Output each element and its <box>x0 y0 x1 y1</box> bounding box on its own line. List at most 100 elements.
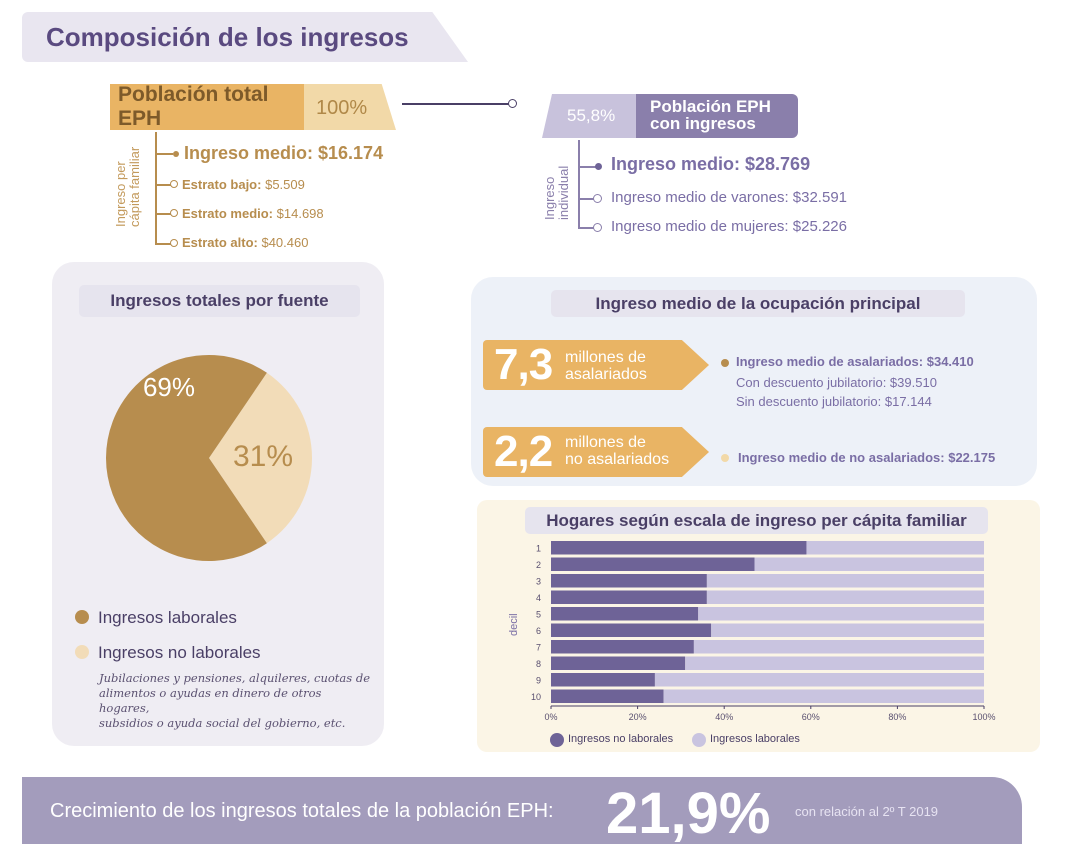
tree-branch <box>155 213 171 215</box>
con-descuento: Con descuento jubilatorio: $39.510 <box>736 375 937 390</box>
bullet-icon <box>595 163 602 170</box>
asalariados-label-1: millones de <box>565 349 646 366</box>
legend-label-no-laborales-bar: Ingresos no laborales <box>568 733 674 745</box>
bar-no-laborales <box>551 656 686 670</box>
x-tick-label: 100% <box>972 712 995 722</box>
bar-no-laborales <box>551 557 755 571</box>
hogares-title: Hogares según escala de ingreso per cápi… <box>525 507 988 534</box>
x-tick-label: 40% <box>715 712 733 722</box>
no-laborales-note: Jubilaciones y pensiones, alquileres, cu… <box>99 671 374 731</box>
bullet-icon <box>173 151 179 157</box>
estrato-medio-value: $14.698 <box>276 206 324 221</box>
note-line: Jubilaciones y pensiones, alquileres, cu… <box>99 671 371 685</box>
bar-no-laborales <box>551 541 807 555</box>
crecimiento-note: con relación al 2º T 2019 <box>795 804 939 819</box>
y-tick-label: 8 <box>536 659 541 669</box>
note-line: subsidios o ayuda social del gobierno, e… <box>99 716 346 730</box>
page-title: Composición de los ingresos <box>46 22 409 52</box>
bar-laborales <box>706 590 984 604</box>
asalariados-label-2: asalariados <box>565 366 647 383</box>
ingreso-mujeres-label: Ingreso medio de mujeres: <box>611 218 789 235</box>
no-asalariados-num: 2,2 <box>494 427 553 476</box>
no-asalariados-label-2: no asalariados <box>565 451 670 468</box>
note-line: alimentos o ayudas en dinero de otros ho… <box>99 686 322 715</box>
legend-dot-laborales-bar <box>692 733 706 747</box>
ingreso-individual-axis-label: Ingreso individual <box>542 165 571 220</box>
x-tick-label: 0% <box>544 712 557 722</box>
estrato-bajo-value: $5.509 <box>265 177 305 192</box>
ingreso-varones-label: Ingreso medio de varones: <box>611 189 789 206</box>
pie-slice-no-laborales <box>209 372 312 544</box>
ingreso-per-capita-axis-label: Ingreso per cápita familiar <box>113 146 142 227</box>
tree-branch <box>578 166 596 168</box>
bar-no-laborales <box>551 590 707 604</box>
bar-laborales <box>693 640 984 654</box>
bar-laborales <box>685 656 984 670</box>
bullet-open-icon <box>593 223 602 232</box>
bar-laborales <box>711 623 984 637</box>
estrato-alto-value: $40.460 <box>261 235 309 250</box>
bar-no-laborales <box>551 623 712 637</box>
axis-label-line-2: individual <box>556 165 571 220</box>
poblacion-total-pct: 100% <box>316 97 368 119</box>
poblacion-eph-box <box>542 94 642 138</box>
bullet-open-icon <box>170 180 178 188</box>
bar-chart-ylabel: decil <box>508 613 520 636</box>
bullet-open-icon <box>170 239 178 247</box>
bullet-icon <box>721 359 729 367</box>
estrato-medio-label: Estrato medio: <box>182 206 274 221</box>
x-tick-label: 20% <box>629 712 647 722</box>
y-tick-label: 4 <box>536 593 541 603</box>
y-tick-label: 3 <box>536 577 541 587</box>
stacked-bar-chart: 1 2 3 4 5 6 7 8 9 100% 20% 40% 60% 80% 100% <box>531 541 996 722</box>
bullet-open-icon <box>170 209 178 217</box>
connector-line <box>402 103 510 105</box>
y-tick-label: 2 <box>536 560 541 570</box>
estrato-alto-label: Estrato alto: <box>182 235 258 250</box>
poblacion-eph-label-1: Población EPH <box>650 97 771 116</box>
pie-value-label: 69% <box>143 372 195 402</box>
title-tab <box>22 12 468 62</box>
ingreso-varones-value: $32.591 <box>792 189 848 206</box>
bar-laborales <box>663 689 984 703</box>
sin-descuento: Sin descuento jubilatorio: $17.144 <box>736 394 932 409</box>
x-tick-label: 80% <box>888 712 906 722</box>
poblacion-eph-pct: 55,8% <box>567 106 616 125</box>
axis-label-line-2: cápita familiar <box>127 146 142 227</box>
estrato-bajo: Estrato bajo: $5.509 <box>182 177 305 192</box>
estrato-medio: Estrato medio: $14.698 <box>182 206 324 221</box>
y-tick-label: 6 <box>536 626 541 636</box>
bar-laborales <box>754 557 984 571</box>
ingreso-mujeres: Ingreso medio de mujeres: $25.226 <box>611 218 847 235</box>
fuente-title: Ingresos totales por fuente <box>79 285 360 317</box>
no-asalariados-label: millones de no asalariados <box>565 434 669 468</box>
bar-laborales <box>706 574 984 588</box>
tree-branch <box>155 153 173 155</box>
pie-value-label: 31% <box>233 440 293 473</box>
ingreso-medio-individual: Ingreso medio: $28.769 <box>611 154 811 174</box>
crecimiento-text: Crecimiento de los ingresos totales de l… <box>50 800 554 822</box>
bar-laborales <box>654 673 984 687</box>
legend-label-laborales-bar: Ingresos laborales <box>710 733 800 745</box>
poblacion-eph-label-2: con ingresos <box>650 114 756 133</box>
legend-dot-no-laborales-bar <box>550 733 564 747</box>
ocupacion-title: Ingreso medio de la ocupación principal <box>551 290 965 317</box>
ingreso-medio-total: Ingreso medio: $16.174 <box>184 143 384 163</box>
crecimiento-value: 21,9% <box>606 781 771 846</box>
x-tick-label: 60% <box>802 712 820 722</box>
bar-no-laborales <box>551 607 699 621</box>
axis-label-line-1: Ingreso per <box>113 161 128 227</box>
estrato-alto: Estrato alto: $40.460 <box>182 235 308 250</box>
bar-laborales <box>698 607 984 621</box>
asalariados-num: 7,3 <box>494 340 553 389</box>
ingreso-mujeres-value: $25.226 <box>792 218 847 235</box>
crecimiento-band <box>22 777 1022 844</box>
pie-slice-laborales <box>106 355 267 561</box>
bar-no-laborales <box>551 574 707 588</box>
bullet-open-icon <box>593 194 602 203</box>
bar-no-laborales <box>551 640 694 654</box>
connector-end-dot <box>508 99 517 108</box>
no-asalariados-box <box>483 427 709 477</box>
pie-chart: 69% 31% <box>106 355 312 561</box>
bar-laborales <box>806 541 984 555</box>
